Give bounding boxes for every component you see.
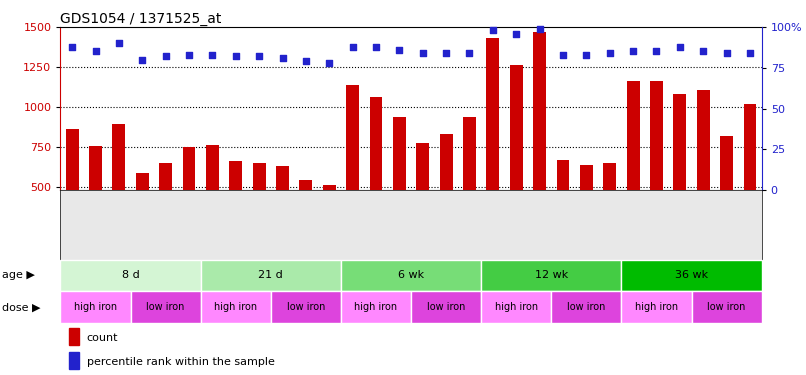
Point [322, 60, 335, 66]
Point [673, 44, 686, 50]
Bar [627, 81, 639, 190]
Text: dose ▶: dose ▶ [2, 302, 40, 312]
Text: low iron: low iron [147, 302, 185, 312]
Text: low iron: low iron [287, 302, 325, 312]
Bar [60, 291, 131, 323]
Point [369, 44, 382, 50]
Bar [440, 134, 452, 190]
Text: low iron: low iron [567, 302, 605, 312]
Bar [183, 147, 195, 190]
Point [439, 50, 452, 56]
Bar [136, 172, 148, 190]
Bar [463, 117, 476, 190]
Point [159, 53, 172, 59]
Text: low iron: low iron [708, 302, 746, 312]
Point [556, 52, 569, 58]
Point [252, 53, 265, 59]
Bar [534, 32, 546, 190]
Point [112, 40, 125, 46]
Bar [481, 291, 551, 323]
Bar [89, 146, 102, 190]
Text: 21 d: 21 d [259, 270, 283, 280]
Bar [604, 163, 616, 190]
Text: count: count [86, 333, 118, 343]
Text: GDS1054 / 1371525_at: GDS1054 / 1371525_at [60, 12, 222, 26]
Bar [253, 163, 265, 190]
Text: percentile rank within the sample: percentile rank within the sample [86, 357, 275, 366]
Bar [113, 124, 125, 190]
Point [650, 48, 663, 54]
Point [65, 44, 78, 50]
Point [276, 55, 289, 61]
Bar [551, 291, 621, 323]
Bar [69, 352, 78, 369]
Bar [131, 291, 201, 323]
Text: 36 wk: 36 wk [675, 270, 708, 280]
Bar [411, 291, 481, 323]
Point [346, 44, 359, 50]
Text: high iron: high iron [635, 302, 678, 312]
Point [229, 53, 242, 59]
Bar [674, 94, 686, 190]
Bar [271, 291, 341, 323]
Text: age ▶: age ▶ [2, 270, 35, 280]
Bar [557, 160, 569, 190]
Point [463, 50, 476, 56]
Text: 6 wk: 6 wk [398, 270, 424, 280]
Bar [621, 291, 692, 323]
Bar [692, 291, 762, 323]
Point [533, 26, 546, 32]
Point [206, 52, 218, 58]
Text: 12 wk: 12 wk [534, 270, 568, 280]
Bar [481, 260, 621, 291]
Point [486, 27, 499, 33]
Bar [697, 90, 709, 190]
Point [509, 30, 522, 36]
Text: high iron: high iron [214, 302, 257, 312]
Point [626, 48, 639, 54]
Bar [744, 104, 756, 190]
Bar [487, 38, 499, 190]
Bar [580, 165, 592, 190]
Text: 8 d: 8 d [122, 270, 139, 280]
Point [416, 50, 429, 56]
Bar [650, 81, 663, 190]
Point [135, 57, 148, 63]
Point [182, 52, 195, 58]
Bar [201, 291, 271, 323]
Point [603, 50, 616, 56]
Bar [300, 180, 312, 190]
Text: high iron: high iron [495, 302, 538, 312]
Bar [393, 117, 405, 190]
Point [743, 50, 756, 56]
Bar [323, 185, 335, 190]
Point [580, 52, 592, 58]
Bar [621, 260, 762, 291]
Point [393, 47, 405, 53]
Text: high iron: high iron [355, 302, 397, 312]
Bar [721, 136, 733, 190]
Bar [201, 260, 341, 291]
Point [89, 48, 102, 54]
Bar [230, 160, 242, 190]
Bar [60, 260, 201, 291]
Text: high iron: high iron [74, 302, 117, 312]
Text: low iron: low iron [427, 302, 465, 312]
Bar [417, 143, 429, 190]
Bar [206, 146, 218, 190]
Point [696, 48, 709, 54]
Bar [341, 260, 481, 291]
Bar [347, 85, 359, 190]
Bar [370, 98, 382, 190]
Point [720, 50, 733, 56]
Bar [66, 129, 78, 190]
Bar [510, 65, 522, 190]
Bar [276, 166, 289, 190]
Bar [341, 291, 411, 323]
Bar [69, 328, 78, 345]
Bar [160, 163, 172, 190]
Point [299, 58, 312, 64]
